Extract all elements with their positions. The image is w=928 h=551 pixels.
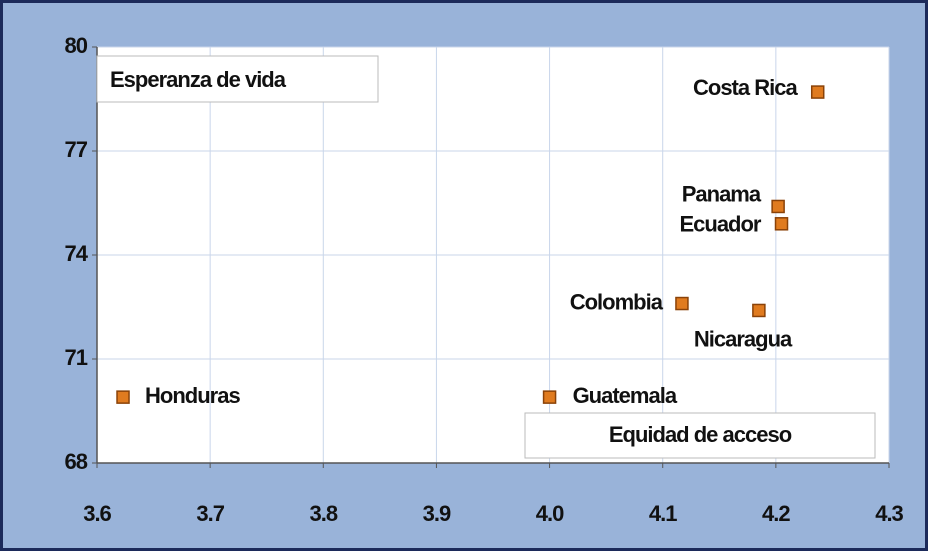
- point: [116, 390, 130, 404]
- point: [752, 303, 766, 318]
- x-tick-label: 3.6: [83, 501, 111, 526]
- y-tick-label: 68: [65, 449, 88, 474]
- y-tick-label: 77: [65, 137, 88, 162]
- y-tick-label: 71: [65, 345, 88, 370]
- point: [675, 296, 689, 311]
- x-tick-label: 4.1: [649, 501, 677, 526]
- point-label: Costa Rica: [693, 75, 798, 100]
- y-tick-label: 74: [65, 241, 89, 266]
- x-tick-label: 3.7: [196, 501, 224, 526]
- point-label: Colombia: [570, 289, 664, 314]
- y-tick-label: 80: [65, 33, 88, 58]
- x-tick-label: 4.0: [536, 501, 564, 526]
- point-label: Nicaragua: [694, 326, 793, 351]
- point: [774, 217, 789, 231]
- x-tick-label: 4.2: [762, 501, 790, 526]
- y-axis-title-box: [96, 55, 379, 103]
- y-axis-title: Esperanza de vida: [110, 67, 287, 92]
- x-tick-label: 3.8: [309, 501, 337, 526]
- point: [542, 390, 557, 404]
- point: [771, 199, 785, 214]
- x-tick-label: 4.3: [875, 501, 903, 526]
- point: [810, 85, 825, 99]
- point-label: Honduras: [145, 383, 240, 408]
- x-tick-label: 3.9: [423, 501, 451, 526]
- point-label: Panama: [682, 181, 762, 206]
- x-axis-title-box: [524, 412, 876, 459]
- point-label: Ecuador: [679, 212, 761, 237]
- x-axis-title: Equidad de acceso: [609, 422, 792, 447]
- point-label: Guatemala: [573, 383, 678, 408]
